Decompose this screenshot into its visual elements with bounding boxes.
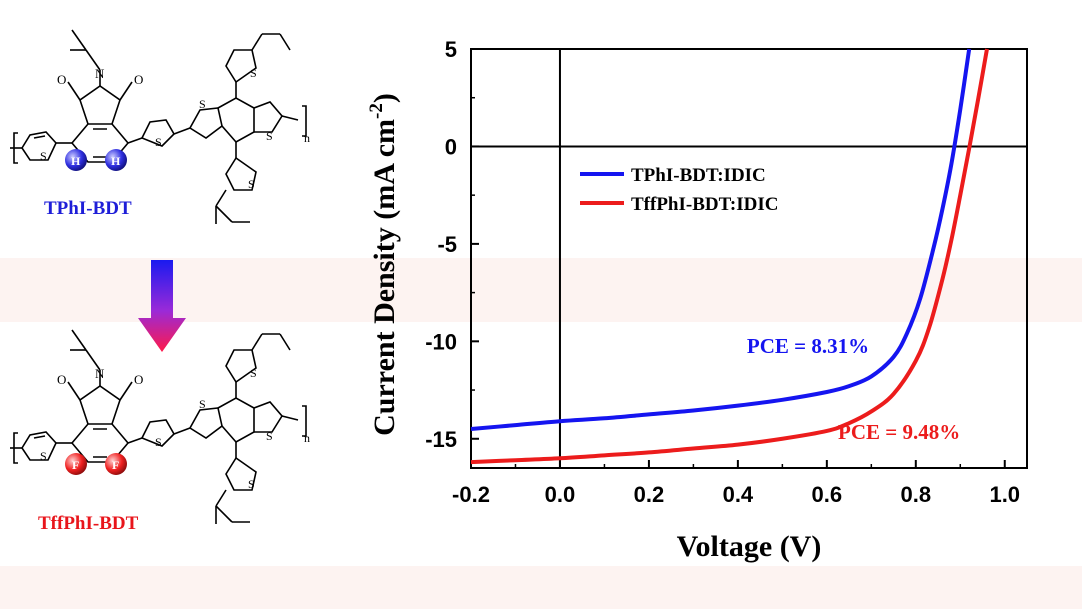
y-tick-label: -5 [437,232,457,257]
x-tick-label: 0.4 [723,482,754,507]
bottom-side-s-lower: S [248,477,255,491]
y-tick-label: -10 [425,329,457,354]
series-line [470,48,972,432]
legend-label: TffPhI-BDT:IDIC [631,194,778,215]
y-tick-label: 0 [445,134,457,159]
background-band-middle [0,258,1082,322]
bottom-thiophene-s-mid: S [155,435,162,449]
bottom-substituent-atom-left [65,453,87,475]
y-axis-ticks: 5 0 -5 -10 -15 [425,37,479,452]
plot-frame [470,48,1028,469]
top-substituent-atom-left [65,149,87,171]
pce-annotation: PCE = 9.48% [838,420,960,444]
y-axis-title-main: Current Density (mA cm [368,119,401,436]
background-band-bottom [0,566,1082,609]
top-substituent-atom-right [105,149,127,171]
x-tick-label: 0.6 [812,482,843,507]
top-side-s-lower: S [248,177,255,191]
legend: TPhI-BDT:IDIC TffPhI-BDT:IDIC [580,165,778,215]
bottom-bdt-s-lower: S [266,429,273,443]
legend-label: TPhI-BDT:IDIC [631,165,766,186]
bottom-bdt-s-upper: S [199,397,206,411]
bottom-carbonyl-o-right: O [134,372,143,387]
y-tick-label: 5 [445,37,457,62]
top-bdt-s-lower: S [266,129,273,143]
top-carbonyl-o-left: O [57,72,66,87]
bottom-molecule: S S S S S S O O N n F F TffPhI-BDT [9,329,310,534]
y-tick-label: -15 [425,427,457,452]
x-tick-label: 0.8 [901,482,932,507]
bottom-repeat-n: n [304,431,310,445]
bottom-substituent-atom-right [105,453,127,475]
bottom-substituent-label-right: F [112,458,119,472]
series-layer [470,48,989,465]
top-carbonyl-o-right: O [134,72,143,87]
top-molecule: S S S S S S O O N n H H TPhI-BDT [9,29,310,225]
top-thiophene-s-left: S [40,149,47,163]
bottom-imide-n: N [95,366,105,381]
bottom-substituent-label-left: F [72,458,79,472]
x-axis-ticks: -0.2 0.0 0.2 0.4 0.6 0.8 1.0 [452,460,1020,507]
top-side-s-upper: S [250,66,257,80]
top-repeat-n: n [304,131,310,145]
pce-annotation: PCE = 8.31% [747,334,869,358]
bottom-carbonyl-o-left: O [57,372,66,387]
x-axis-title: Voltage (V) [677,530,822,563]
top-substituent-label-left: H [71,154,81,168]
bottom-molecule-name: TffPhI-BDT [38,513,139,534]
series-line [470,48,989,465]
transformation-arrow [138,260,186,352]
y-axis-title-end: ) [368,93,401,103]
bottom-thiophene-s-left: S [40,449,47,463]
jv-chart: -0.2 0.0 0.2 0.4 0.6 0.8 1.0 5 0 -5 -10 -15 TPhI-B… [366,37,1028,563]
top-molecule-name: TPhI-BDT [44,198,132,219]
top-imide-n: N [95,66,105,81]
y-axis-title: Current Density (mA cm-2) [366,93,401,436]
annotations: PCE = 8.31% PCE = 9.48% [747,334,960,444]
top-thiophene-s-mid: S [155,135,162,149]
x-tick-label: -0.2 [452,482,490,507]
y-axis-title-superscript: -2 [366,103,387,119]
top-bdt-s-upper: S [199,97,206,111]
x-tick-label: 0.2 [634,482,665,507]
top-substituent-label-right: H [111,154,121,168]
x-tick-label: 1.0 [989,482,1020,507]
x-tick-label: 0.0 [545,482,576,507]
bottom-side-s-upper: S [250,366,257,380]
